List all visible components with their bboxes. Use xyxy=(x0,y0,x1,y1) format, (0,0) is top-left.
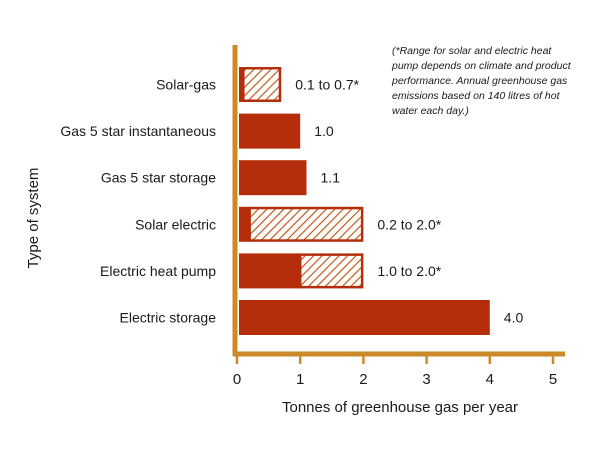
category-label-1: Gas 5 star instantaneous xyxy=(60,123,216,139)
x-tick-label-1: 1 xyxy=(296,371,304,388)
bar-solid-2 xyxy=(239,160,307,196)
value-label-5: 4.0 xyxy=(504,310,524,326)
bar-solid-3 xyxy=(239,206,250,242)
category-label-5: Electric storage xyxy=(120,310,217,326)
bar-solid-4 xyxy=(239,253,301,289)
category-label-2: Gas 5 star storage xyxy=(101,170,216,186)
x-tick-label-4: 4 xyxy=(486,371,494,388)
x-tick-label-2: 2 xyxy=(359,371,367,388)
x-tick-label-3: 3 xyxy=(422,371,430,388)
x-tick-label-0: 0 xyxy=(233,371,241,388)
bar-range-0 xyxy=(242,67,282,102)
y-axis-title: Type of system xyxy=(25,168,42,269)
value-label-2: 1.1 xyxy=(321,170,341,186)
bar-solid-0 xyxy=(239,67,244,102)
category-labels: Solar-gas Gas 5 star instantaneous Gas 5 s… xyxy=(60,77,216,326)
value-labels: 0.1 to 0.7* 1.0 1.1 0.2 to 2.0* 1.0 to 2.0* 4… xyxy=(295,77,523,326)
value-label-3: 0.2 to 2.0* xyxy=(377,216,441,232)
category-label-4: Electric heat pump xyxy=(100,263,216,279)
range-footnote: (*Range for solar and electric heat pump… xyxy=(392,45,571,117)
category-label-3: Solar electric xyxy=(135,216,216,232)
bar-solid-5 xyxy=(239,300,490,335)
value-label-4: 1.0 to 2.0* xyxy=(377,263,441,279)
bars-layer xyxy=(239,67,490,335)
value-label-1: 1.0 xyxy=(314,123,334,139)
x-axis-title: Tonnes of greenhouse gas per year xyxy=(282,399,518,416)
value-label-0: 0.1 to 0.7* xyxy=(295,77,359,93)
x-tick-label-5: 5 xyxy=(549,371,557,388)
category-label-0: Solar-gas xyxy=(156,77,216,93)
bar-solid-1 xyxy=(239,113,301,149)
x-axis-ticks: 0 1 2 3 4 5 xyxy=(233,355,557,388)
bar-range-4 xyxy=(298,253,364,289)
bar-range-3 xyxy=(248,206,364,242)
